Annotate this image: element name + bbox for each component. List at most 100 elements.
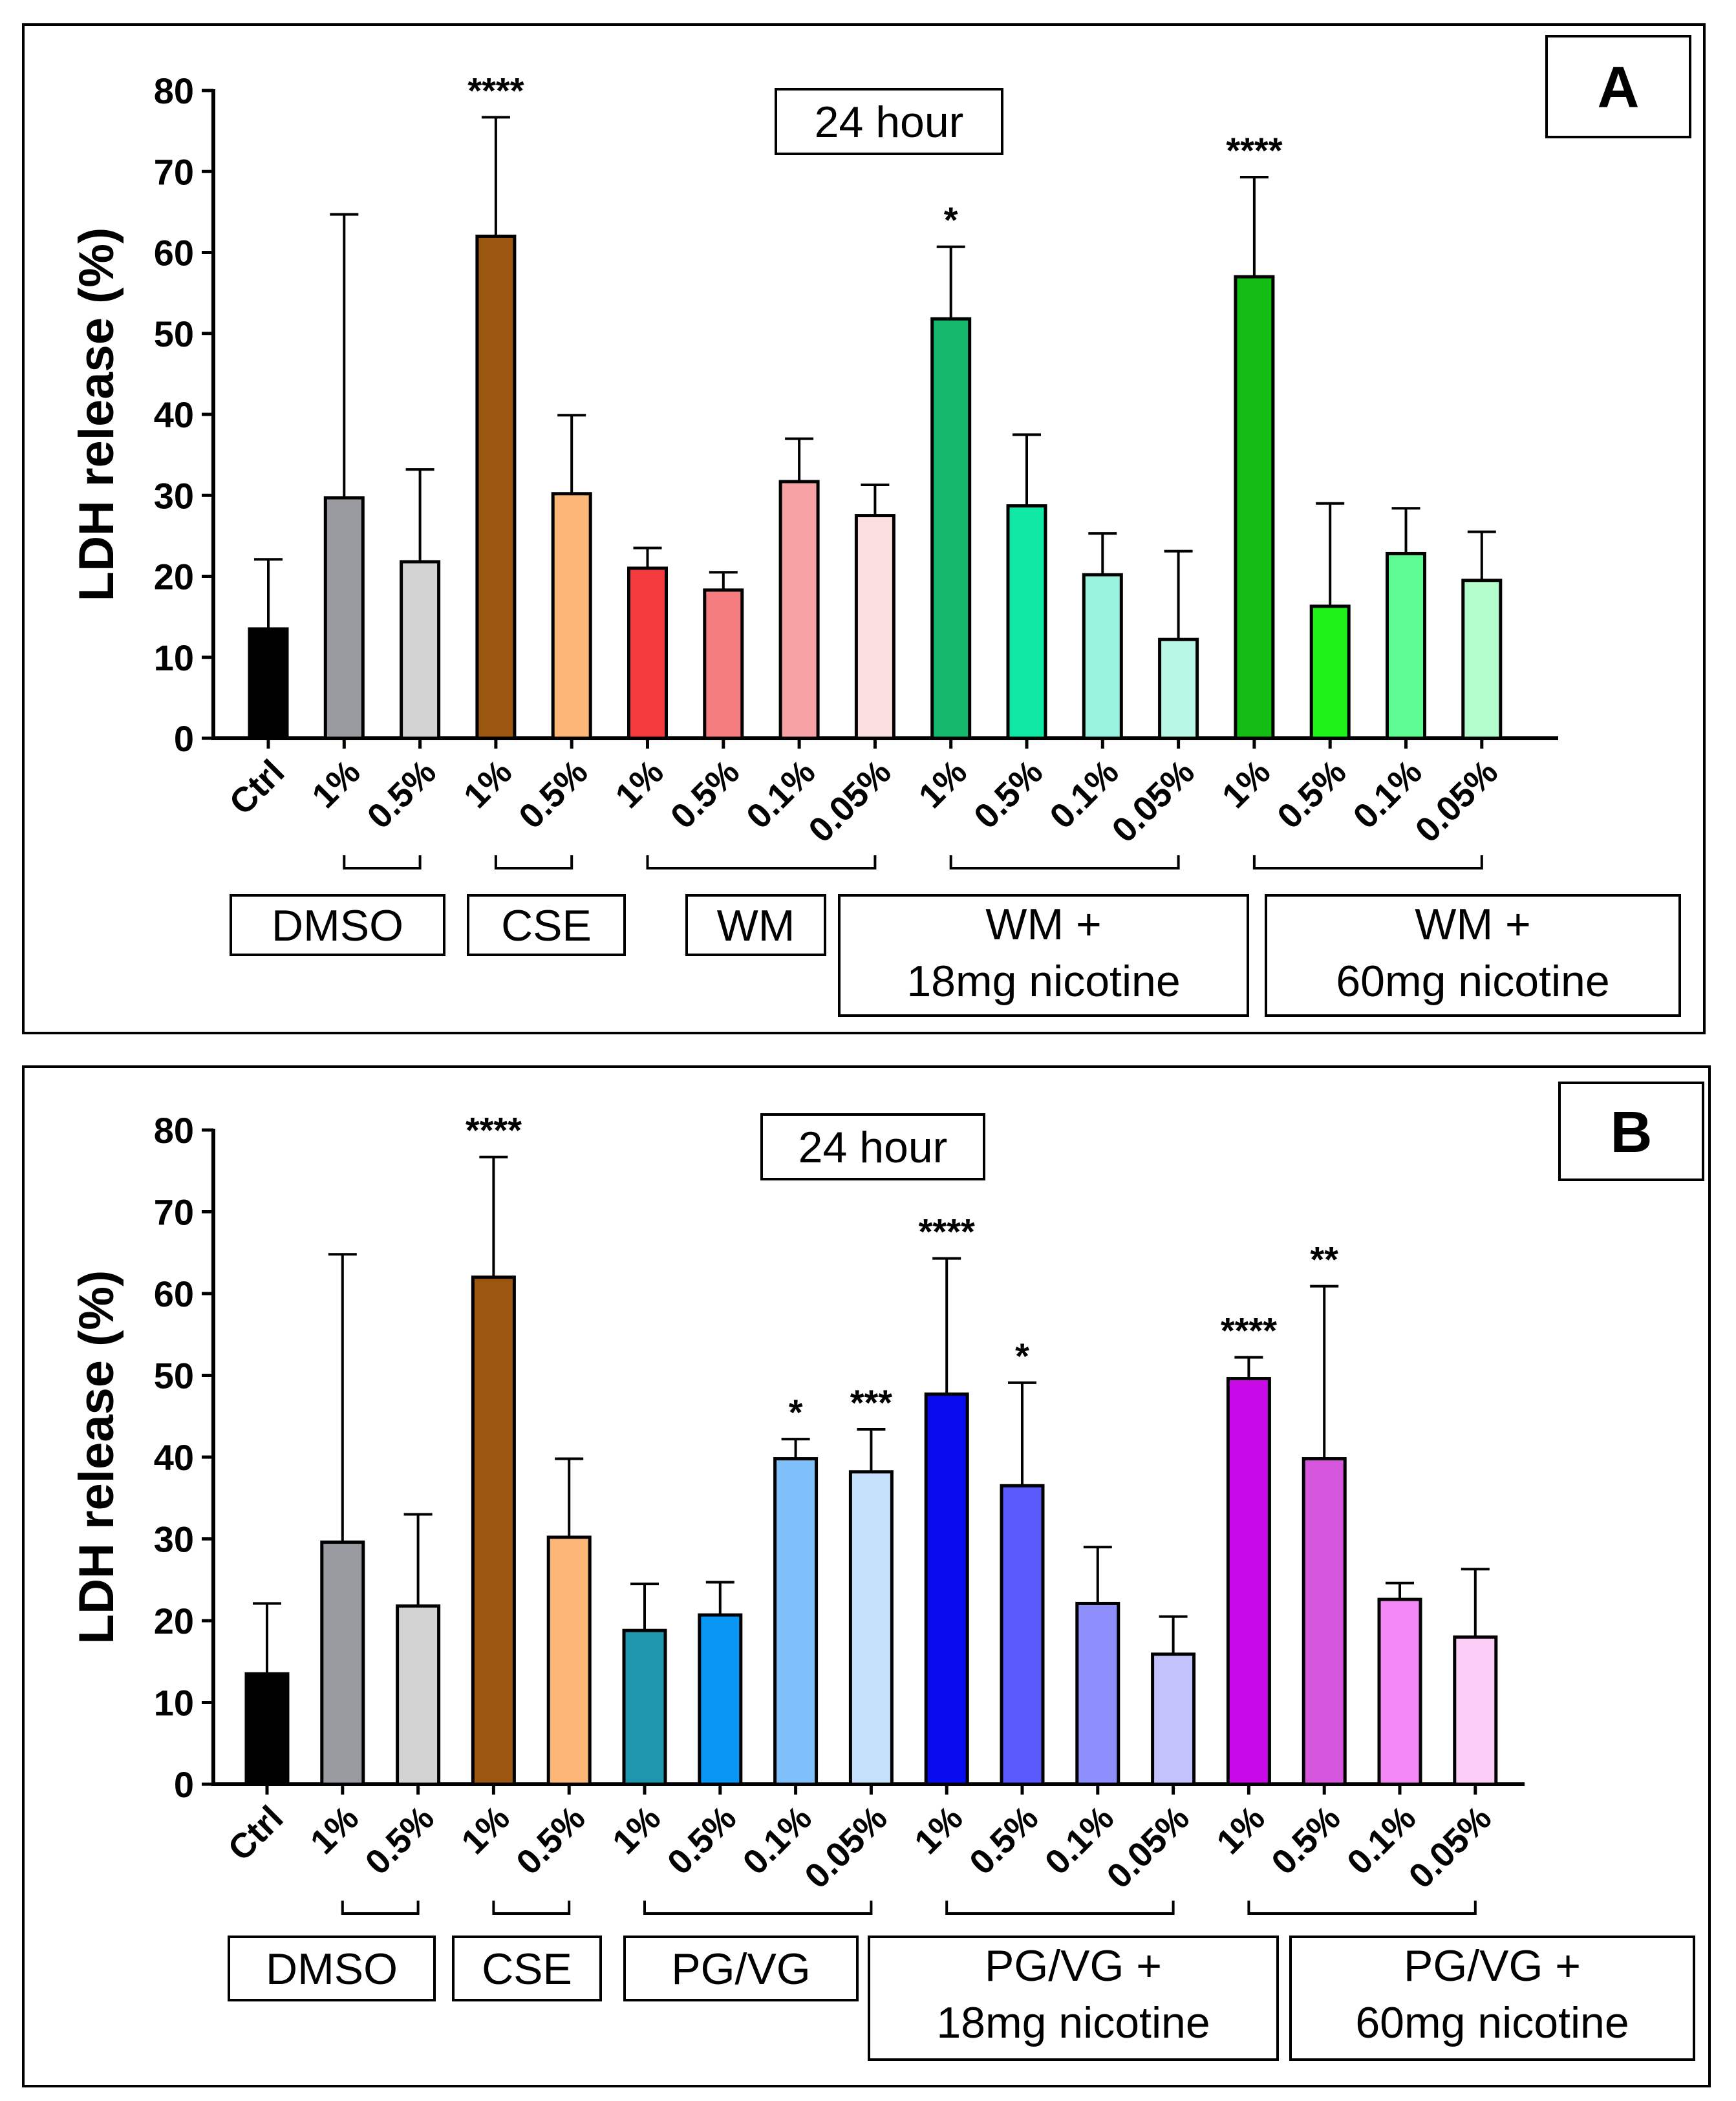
bar bbox=[1006, 504, 1047, 740]
group-label: PG/VG + bbox=[985, 1941, 1162, 1990]
group-label-box bbox=[623, 1936, 859, 2001]
panel-a: A 24 hour LDH release (%) 0 10 20 30 40 50 60 70 80… bbox=[22, 23, 1706, 1034]
bar bbox=[546, 1535, 592, 1786]
y-tick-label: 50 bbox=[154, 1356, 194, 1396]
group-label: WM bbox=[717, 901, 795, 950]
significance-marker: **** bbox=[1221, 1310, 1277, 1351]
significance-marker: * bbox=[789, 1392, 803, 1433]
group-label-box bbox=[685, 894, 826, 956]
group-label-box bbox=[228, 1936, 436, 2001]
significance-marker: * bbox=[944, 200, 958, 240]
group-label: 60mg nicotine bbox=[1336, 957, 1609, 1006]
bar bbox=[1000, 1484, 1045, 1786]
panel-frame bbox=[22, 1065, 1711, 2087]
y-tick-label: 20 bbox=[154, 557, 194, 597]
bar bbox=[400, 560, 441, 740]
group-label: WM + bbox=[985, 900, 1101, 949]
group-label-box bbox=[868, 1936, 1279, 2061]
group-label: 60mg nicotine bbox=[1355, 1998, 1629, 2047]
bar bbox=[323, 496, 365, 740]
group-bracket bbox=[341, 1901, 420, 1915]
group-bracket bbox=[1252, 855, 1483, 869]
y-tick-label: 0 bbox=[174, 718, 194, 759]
y-axis-label: LDH release (%) bbox=[69, 228, 124, 602]
chart-title: 24 hour bbox=[815, 98, 964, 147]
significance-marker: **** bbox=[919, 1211, 975, 1252]
bar bbox=[627, 566, 668, 740]
group-label: CSE bbox=[482, 1945, 572, 1994]
y-tick-label: 70 bbox=[154, 151, 194, 192]
bar bbox=[778, 480, 820, 740]
group-label: PG/VG + bbox=[1404, 1941, 1581, 1990]
bar bbox=[1075, 1601, 1120, 1786]
group-label: 18mg nicotine bbox=[906, 957, 1180, 1006]
group-bracket bbox=[949, 855, 1180, 869]
chart-title: 24 hour bbox=[798, 1123, 948, 1172]
panel-label: B bbox=[1611, 1100, 1653, 1165]
y-tick-label: 60 bbox=[154, 233, 194, 273]
group-label-box bbox=[230, 894, 445, 956]
bar bbox=[551, 492, 592, 740]
y-tick-label: 10 bbox=[154, 1683, 194, 1723]
chart-title-box bbox=[775, 88, 1003, 155]
significance-marker: *** bbox=[850, 1382, 893, 1423]
bar bbox=[1309, 604, 1351, 740]
group-bracket bbox=[1247, 1901, 1477, 1915]
group-label-box bbox=[838, 894, 1249, 1017]
group-label-box bbox=[467, 894, 626, 956]
group-label: WM + bbox=[1415, 900, 1530, 949]
bar bbox=[848, 1470, 894, 1786]
group-bracket bbox=[494, 855, 573, 869]
panel-frame bbox=[22, 23, 1706, 1034]
group-label: DMSO bbox=[272, 901, 403, 950]
significance-marker: * bbox=[1015, 1336, 1029, 1376]
y-tick-label: 60 bbox=[154, 1274, 194, 1314]
y-tick-label: 70 bbox=[154, 1192, 194, 1233]
bar bbox=[703, 588, 744, 740]
bar bbox=[1453, 1635, 1498, 1786]
bar bbox=[930, 317, 972, 740]
bar bbox=[320, 1541, 365, 1786]
y-tick-label: 10 bbox=[154, 637, 194, 678]
y-tick-label: 30 bbox=[154, 1519, 194, 1560]
group-bracket bbox=[643, 1901, 873, 1915]
group-label: CSE bbox=[501, 901, 592, 950]
panel-label-box bbox=[1545, 35, 1691, 138]
bar bbox=[924, 1392, 969, 1786]
group-label: 18mg nicotine bbox=[936, 1998, 1210, 2047]
bar bbox=[1234, 275, 1275, 740]
group-bracket bbox=[646, 855, 877, 869]
group-label: PG/VG bbox=[671, 1945, 810, 1994]
significance-marker: **** bbox=[466, 1110, 522, 1151]
y-tick-label: 80 bbox=[154, 70, 194, 111]
panel-b: B 24 hour LDH release (%) 0 10 20 30 40 50 60 70 80… bbox=[22, 1065, 1711, 2087]
y-tick-label: 0 bbox=[174, 1764, 194, 1805]
significance-marker: ** bbox=[1310, 1239, 1338, 1280]
bar bbox=[471, 1275, 516, 1786]
group-label: DMSO bbox=[266, 1945, 398, 1994]
group-bracket bbox=[343, 855, 422, 869]
bar bbox=[475, 234, 517, 740]
bar bbox=[1377, 1597, 1422, 1786]
bar bbox=[698, 1613, 743, 1786]
bar bbox=[1226, 1377, 1271, 1786]
bar bbox=[854, 514, 895, 740]
bar bbox=[396, 1604, 441, 1786]
chart-title-box bbox=[760, 1113, 985, 1180]
y-tick-label: 80 bbox=[154, 1110, 194, 1151]
group-bracket bbox=[492, 1901, 571, 1915]
bar bbox=[248, 627, 289, 740]
y-tick-label: 40 bbox=[154, 1437, 194, 1478]
y-tick-label: 40 bbox=[154, 394, 194, 435]
y-tick-label: 50 bbox=[154, 314, 194, 354]
significance-marker: **** bbox=[467, 70, 524, 111]
bar bbox=[1461, 579, 1503, 740]
group-label-box bbox=[452, 1936, 602, 2001]
panel-label: A bbox=[1598, 56, 1640, 120]
bar bbox=[1302, 1457, 1347, 1786]
bar bbox=[244, 1672, 290, 1786]
bar bbox=[1151, 1652, 1196, 1786]
group-label-box bbox=[1289, 1936, 1695, 2061]
y-tick-label: 20 bbox=[154, 1601, 194, 1641]
